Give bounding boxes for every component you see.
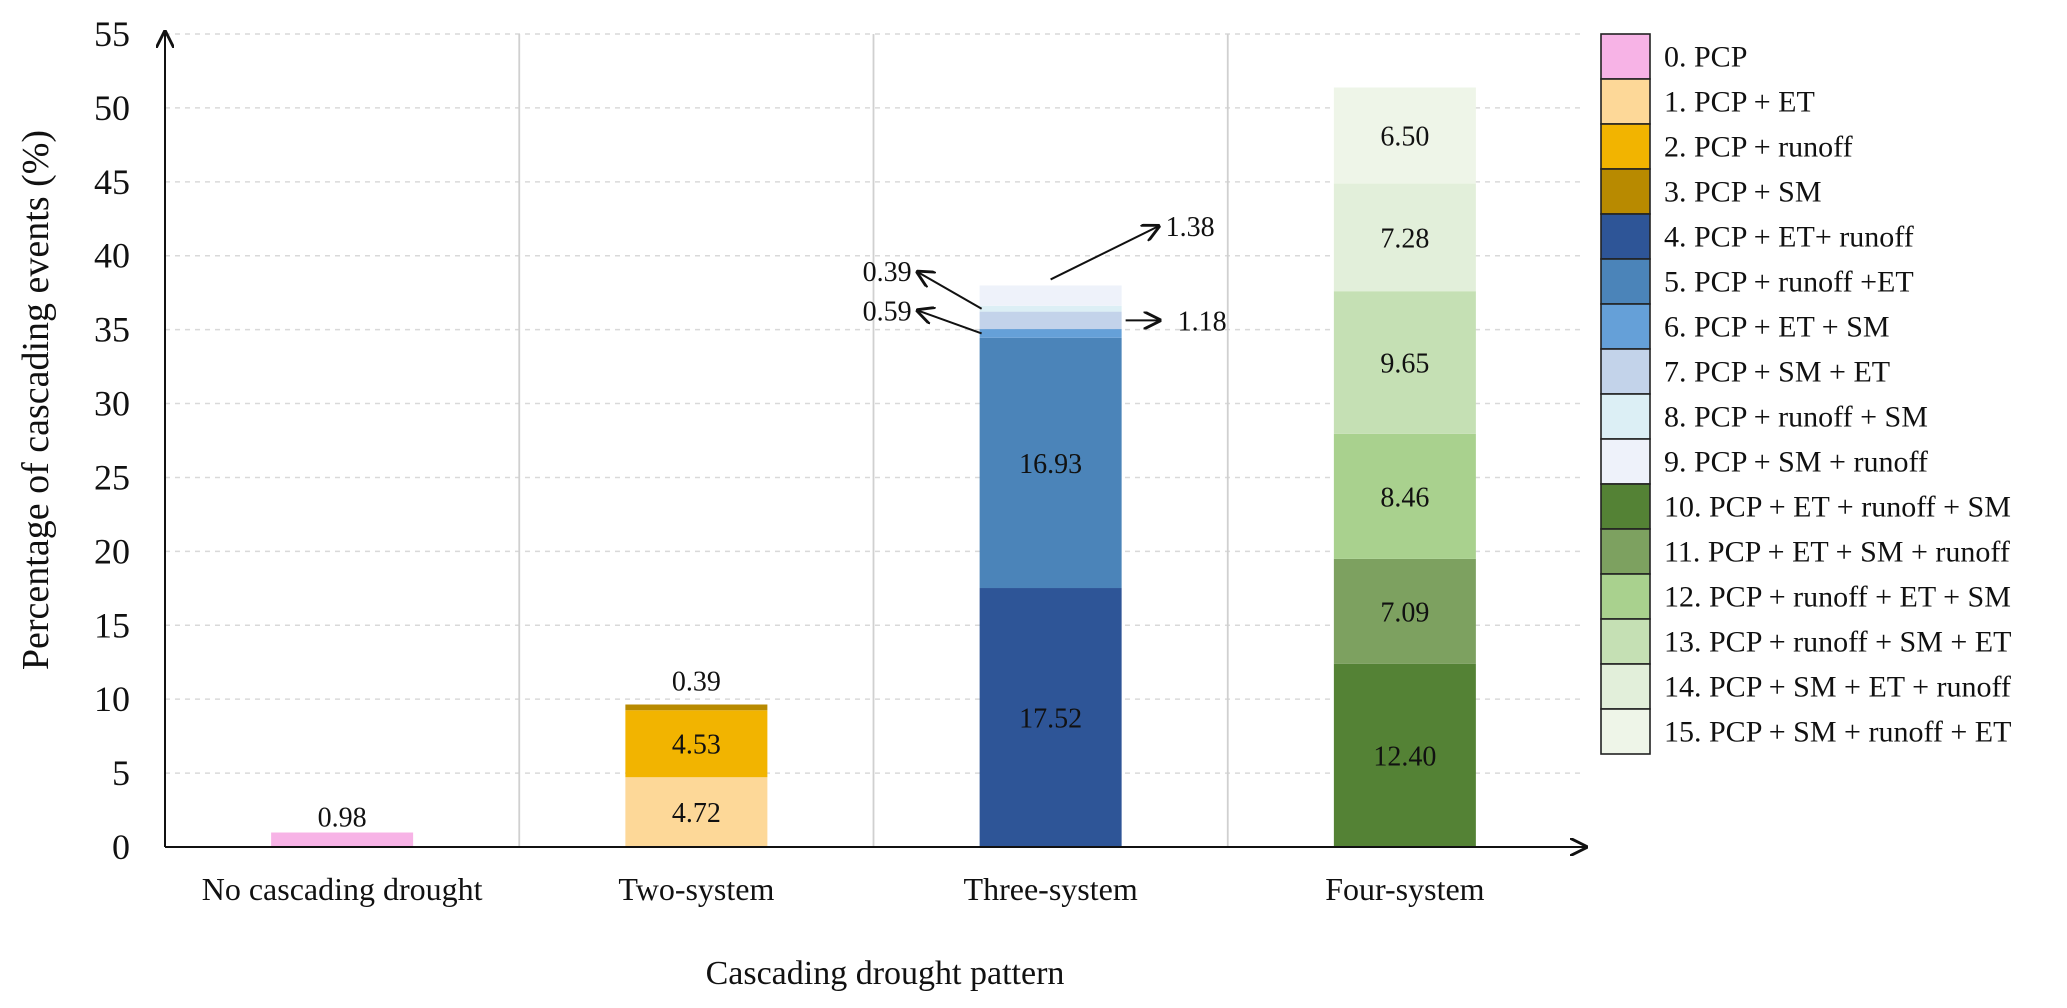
legend-swatch	[1600, 528, 1651, 575]
x-tick-label: Two-system	[618, 871, 774, 907]
data-label: 0.39	[863, 257, 912, 288]
data-label: 8.46	[1380, 482, 1429, 513]
data-label: 9.65	[1380, 349, 1429, 380]
legend-swatch	[1600, 33, 1651, 80]
legend-swatch	[1600, 438, 1651, 485]
data-label: 6.50	[1380, 122, 1429, 153]
y-tick-label: 50	[94, 88, 130, 128]
legend-swatch	[1600, 123, 1651, 170]
legend-entry: 10. PCP + ET + runoff + SM	[1664, 491, 2011, 524]
legend-entry: 5. PCP + runoff +ET	[1664, 266, 1914, 299]
y-tick-label: 35	[94, 310, 130, 350]
bar-segments: 0.98 4.72 4.53 0.39 17.52 16.93 12.40 7.09 8.46 9…	[271, 87, 1476, 847]
legend-entry: 6. PCP + ET + SM	[1664, 311, 1890, 344]
bar-segment	[979, 337, 1122, 589]
bar-segment	[271, 832, 414, 847]
bar-segment	[979, 329, 1122, 338]
data-label: 7.09	[1380, 597, 1429, 628]
legend-swatch	[1600, 573, 1651, 620]
y-tick-label: 25	[94, 457, 130, 497]
legend-entry: 2. PCP + runoff	[1664, 131, 1853, 164]
bar-segment	[625, 704, 768, 711]
y-tick-label: 15	[94, 605, 130, 645]
callout-arrow	[918, 310, 982, 335]
bar-segment	[1333, 558, 1476, 664]
x-axis-title: Cascading drought pattern	[706, 955, 1065, 992]
legend-swatch	[1600, 213, 1651, 260]
data-label: 7.28	[1380, 223, 1429, 254]
y-tick-labels: 0 5 10 15 20 25 30 35 40 45 50 55	[94, 14, 130, 867]
y-tick-label: 5	[112, 753, 130, 793]
y-tick-label: 20	[94, 531, 130, 571]
data-label: 0.39	[672, 667, 721, 698]
legend-entry: 15. PCP + SM + runoff + ET	[1664, 716, 2011, 749]
x-tick-label: Three-system	[964, 871, 1138, 907]
x-tick-label: Four-system	[1325, 871, 1484, 907]
legend-swatch	[1600, 348, 1651, 395]
x-category-labels: No cascading drought Two-system Three-syst…	[202, 871, 1485, 907]
data-label: 12.40	[1373, 741, 1436, 772]
legend-swatch	[1600, 258, 1651, 305]
data-label: 1.18	[1178, 306, 1227, 337]
callout-arrow	[1050, 226, 1159, 281]
legend-entry: 13. PCP + runoff + SM + ET	[1664, 626, 2011, 659]
y-tick-label: 45	[94, 162, 130, 202]
bar-segment	[1333, 433, 1476, 559]
legend-entry: 14. PCP + SM + ET + runoff	[1664, 671, 2011, 704]
legend-entry: 1. PCP + ET	[1664, 86, 1815, 119]
legend-entry: 3. PCP + SM	[1664, 176, 1822, 209]
bar-segment	[1333, 663, 1476, 847]
data-label: 16.93	[1019, 449, 1082, 480]
bar-segment	[1333, 183, 1476, 292]
legend-entry: 8. PCP + runoff + SM	[1664, 401, 1928, 434]
data-label: 17.52	[1019, 704, 1082, 735]
legend-swatch	[1600, 393, 1651, 440]
axes	[165, 32, 1586, 847]
legend-entry: 7. PCP + SM + ET	[1664, 356, 1890, 389]
legend-entry: 12. PCP + runoff + ET + SM	[1664, 581, 2011, 614]
bar-segment	[1333, 87, 1476, 184]
legend-entry: 4. PCP + ET+ runoff	[1664, 221, 1914, 254]
data-label: 1.38	[1166, 212, 1215, 243]
bar-segment	[979, 311, 1122, 330]
bar-segment	[979, 285, 1122, 306]
legend: 0. PCP 1. PCP + ET 2. PCP + runoff 3. PCP +…	[1600, 33, 2011, 755]
bar-segment	[979, 305, 1122, 312]
y-tick-label: 10	[94, 679, 130, 719]
bar-segment	[979, 588, 1122, 847]
legend-swatch	[1600, 303, 1651, 350]
legend-swatch	[1600, 168, 1651, 215]
callout-arrow	[918, 272, 983, 310]
y-axis-title: Percentage of cascading events (%)	[15, 130, 57, 670]
legend-entry: 0. PCP	[1664, 41, 1747, 74]
y-tick-label: 30	[94, 384, 130, 424]
legend-swatch	[1600, 78, 1651, 125]
y-tick-label: 40	[94, 236, 130, 276]
legend-swatch	[1600, 663, 1651, 710]
data-label: 4.72	[672, 798, 721, 829]
y-tick-label: 0	[112, 827, 130, 867]
bar-segment	[1333, 291, 1476, 434]
data-label: 0.98	[318, 803, 367, 834]
legend-swatch	[1600, 618, 1651, 665]
legend-entry: 9. PCP + SM + runoff	[1664, 446, 1928, 479]
x-tick-label: No cascading drought	[202, 871, 483, 907]
legend-swatch	[1600, 708, 1651, 755]
data-label: 0.59	[863, 296, 912, 327]
callout-labels: 0.59 1.18 0.39 1.38	[863, 212, 1227, 337]
bar-segment	[625, 710, 768, 778]
bar-segment	[625, 777, 768, 847]
legend-entry: 11. PCP + ET + SM + runoff	[1664, 536, 2010, 569]
legend-swatch	[1600, 483, 1651, 530]
data-label: 4.53	[672, 730, 721, 761]
y-tick-label: 55	[94, 14, 130, 54]
